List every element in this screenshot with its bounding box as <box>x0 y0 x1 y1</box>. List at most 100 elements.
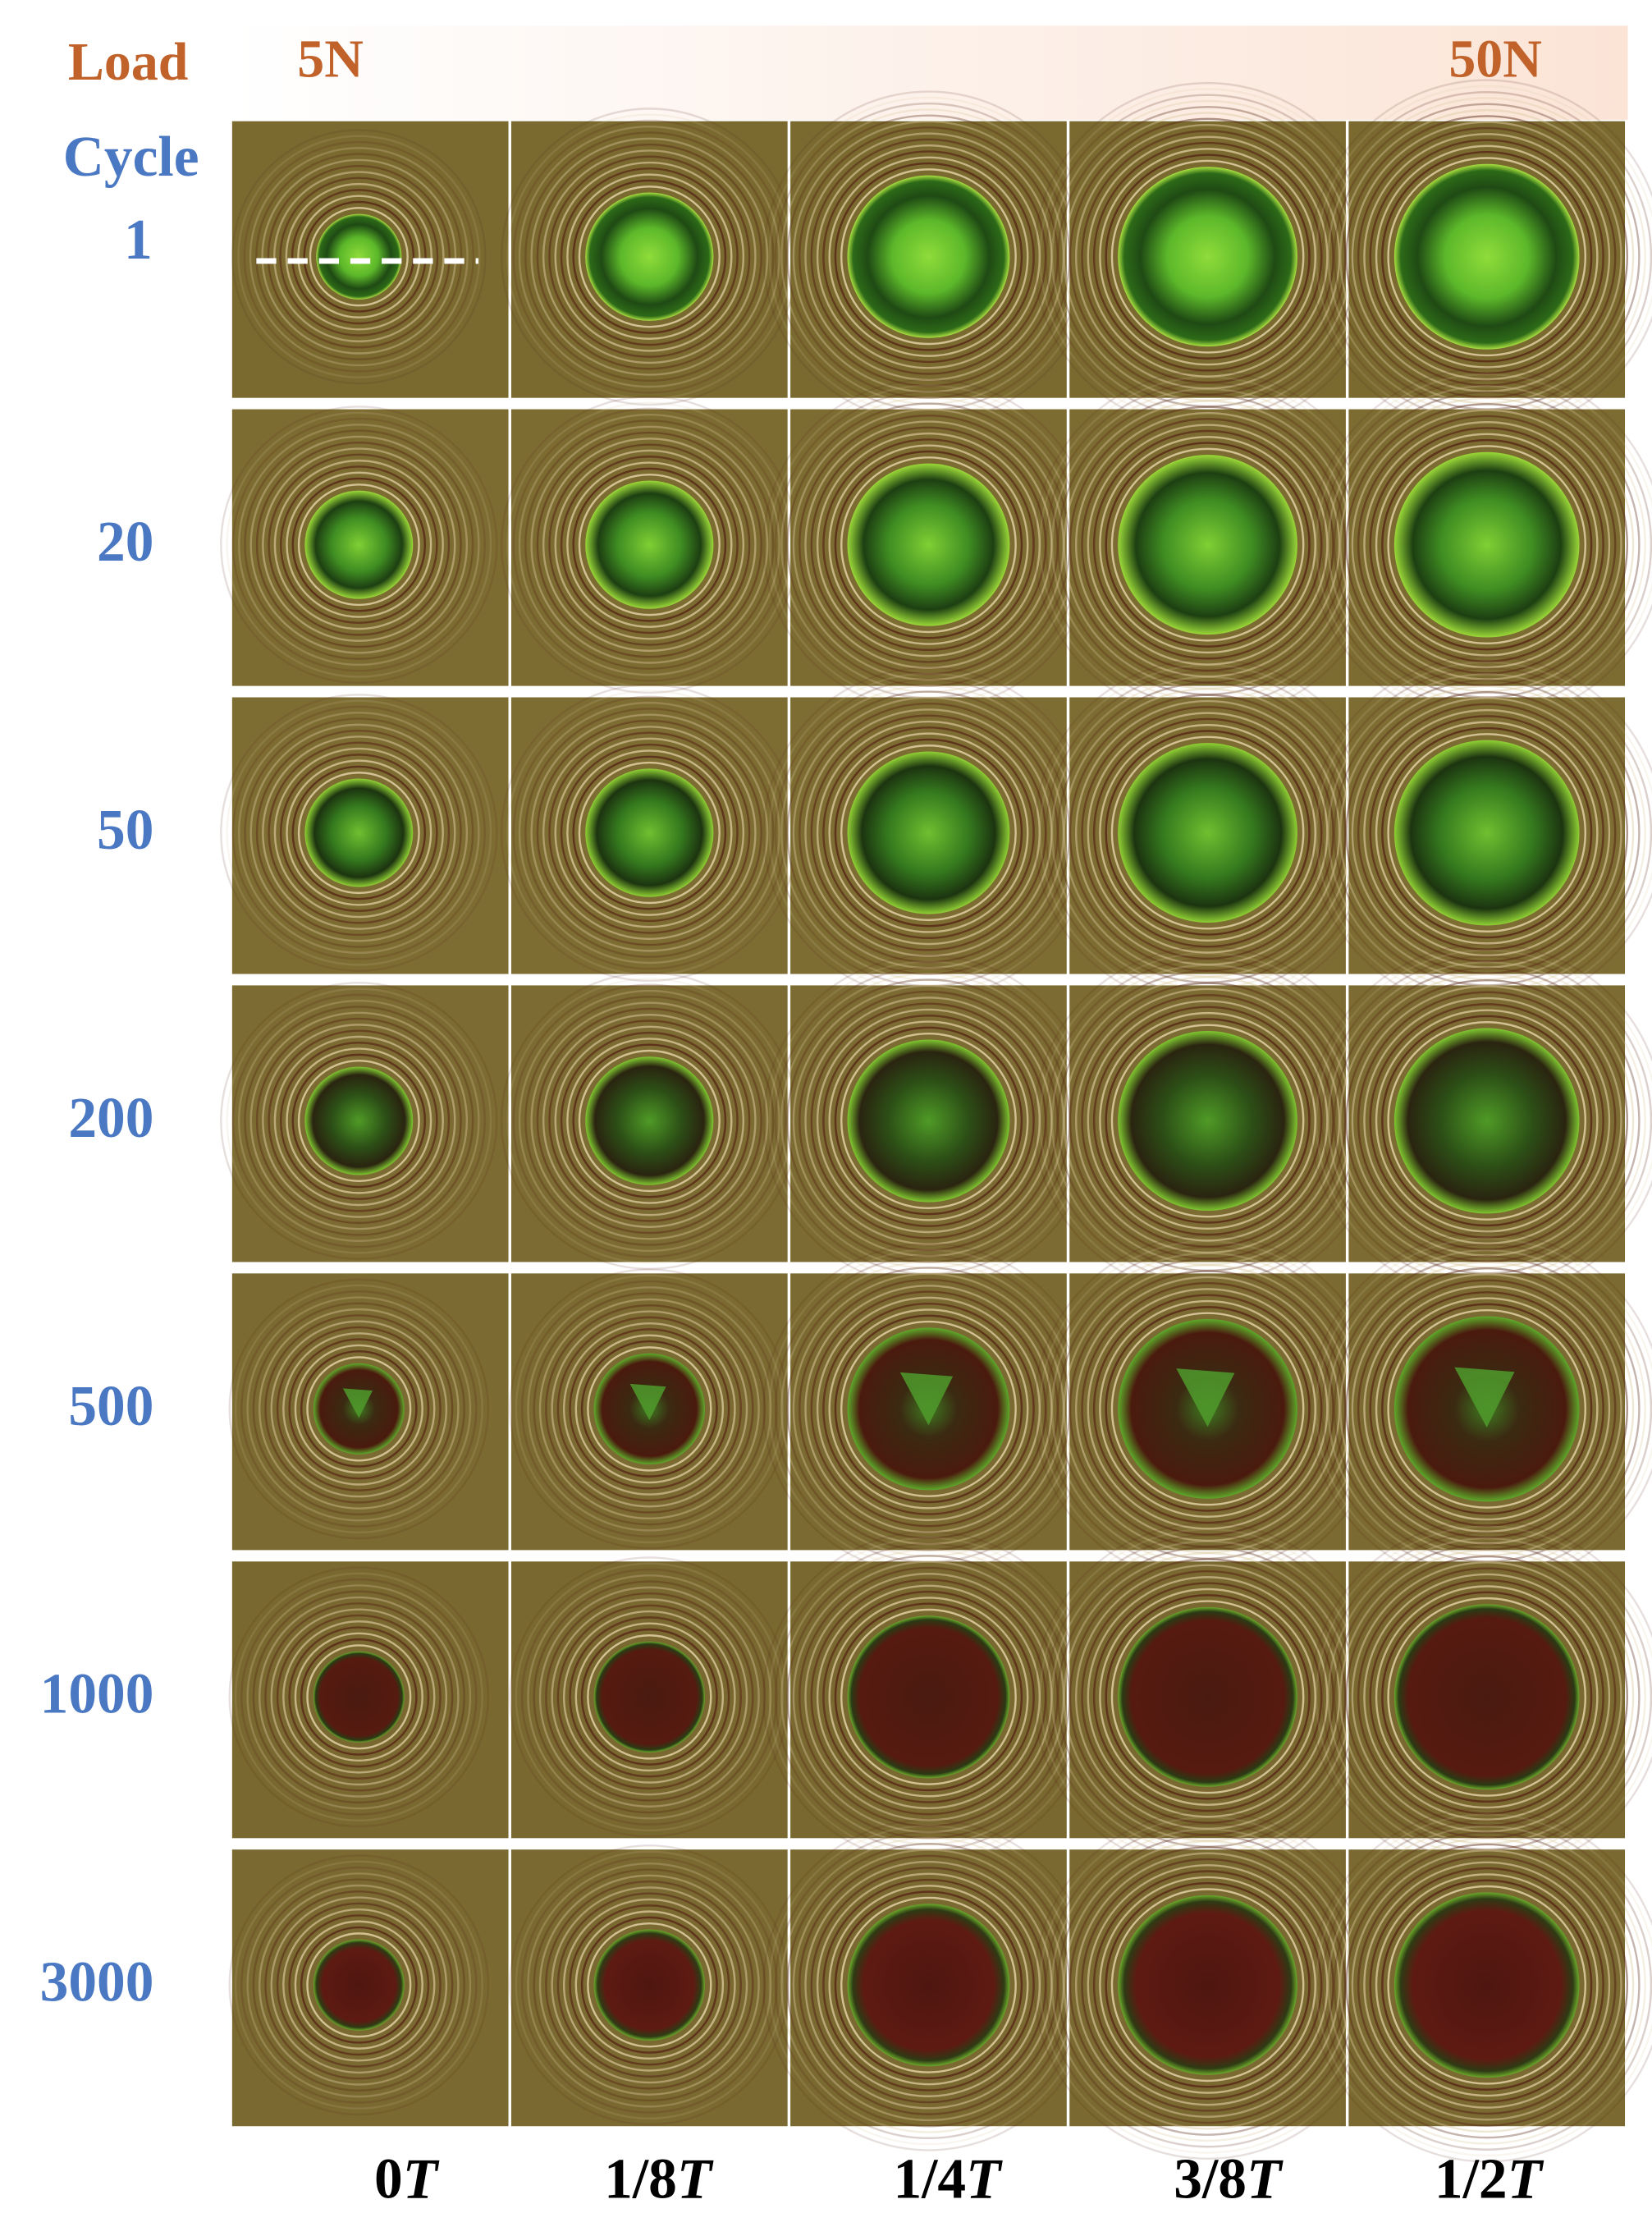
fringe-ring <box>279 465 438 625</box>
fringe-ring <box>554 737 745 928</box>
fringe-ring <box>1110 1888 1305 2083</box>
fringe-ring <box>1099 1011 1316 1230</box>
fringe-ring <box>1069 117 1347 396</box>
micrograph <box>1032 946 1383 1296</box>
fringe-ring <box>1339 1837 1635 2133</box>
fringe-ring <box>530 713 769 952</box>
load-end: 50N <box>1448 29 1542 89</box>
fringe-ring <box>1375 1297 1599 1521</box>
fringe-ring <box>822 1015 1035 1227</box>
fringe-ring <box>1369 1867 1604 2103</box>
micrograph <box>228 1273 509 1551</box>
fringe-ring <box>840 1320 1017 1497</box>
fringe-ring <box>520 1856 778 2114</box>
fringe-ring <box>515 1562 784 1832</box>
fringe-ring <box>533 1868 767 2102</box>
fringe-ring <box>1327 1825 1646 2145</box>
fringe-ring <box>226 411 492 678</box>
contact-spot <box>593 1641 705 1753</box>
fringe-ring <box>1105 1018 1311 1224</box>
fringe-ring <box>273 459 444 630</box>
fringe-ring <box>1069 982 1347 1260</box>
fringe-ring <box>822 1590 1035 1803</box>
fringe-ring <box>792 408 1065 681</box>
fringe-ring <box>1369 715 1604 951</box>
fringe-ring <box>228 1278 490 1540</box>
phase-symbol: T <box>1508 2147 1544 2211</box>
fringe-ring <box>1081 706 1334 960</box>
cycle-number: 1 <box>124 208 153 272</box>
contact-spot <box>585 768 714 897</box>
fringe-ring <box>536 719 762 946</box>
fringe-ring <box>804 997 1053 1245</box>
fringe-ring <box>1363 133 1611 381</box>
contact-spot <box>1118 1895 1297 2075</box>
fringe-ring <box>270 1608 448 1786</box>
fringe-ring <box>1092 429 1323 660</box>
fringe-ring <box>560 167 739 346</box>
fringe-ring <box>574 1334 725 1484</box>
fringe-ring <box>1357 1567 1617 1827</box>
fringe-ring <box>240 1290 478 1528</box>
fringe-ring <box>1387 733 1587 932</box>
fringe-ring <box>515 1850 784 2120</box>
fringe-ring <box>828 1597 1029 1798</box>
phase-fraction: 0 <box>374 2147 403 2211</box>
fringe-ring <box>828 156 1029 357</box>
fringe-ring <box>804 420 1053 669</box>
fringe-ring <box>560 743 739 923</box>
micrograph <box>220 694 509 974</box>
fringe-ring <box>1375 721 1599 945</box>
fringe-ring <box>1075 1564 1341 1830</box>
fringe-ring <box>1075 411 1341 678</box>
fringe-ring <box>1087 1000 1329 1242</box>
fringe-ring <box>533 1292 767 1526</box>
contact-spot <box>1118 167 1297 347</box>
fringe-ring <box>246 1584 472 1810</box>
cycle-number: 500 <box>68 1375 153 1438</box>
fringe-ring <box>294 1920 423 2050</box>
fringe-ring <box>1369 1578 1604 1815</box>
micrograph <box>1309 79 1652 434</box>
fringe-ring <box>244 429 474 660</box>
fringe-ring <box>237 712 480 955</box>
fringe-ring <box>220 694 498 972</box>
fringe-ring <box>816 432 1041 658</box>
fringe-ring <box>530 425 769 664</box>
fringe-ring <box>1081 130 1334 384</box>
fringe-ring <box>1345 978 1629 1262</box>
fringe-ring <box>578 186 721 328</box>
fringe-ring <box>527 1574 772 1820</box>
fringe-ring <box>231 993 486 1249</box>
fringe-ring <box>512 695 787 970</box>
fringe-ring <box>530 1001 769 1240</box>
fringe-ring <box>1099 1876 1316 2094</box>
fringe-ring <box>1087 135 1329 378</box>
micrograph <box>509 1556 790 1839</box>
fringe-ring <box>1351 1561 1622 1833</box>
fringe-ring <box>303 200 415 313</box>
micrograph <box>228 1849 509 2127</box>
fringe-ring <box>1069 1846 1347 2124</box>
fringe-ring <box>1357 415 1617 675</box>
fringe-ring <box>828 444 1029 645</box>
contact-spot <box>1393 163 1580 350</box>
fringe-ring <box>1099 1299 1316 1518</box>
fringe-ring <box>1110 159 1305 354</box>
fringe-ring <box>255 153 463 361</box>
phase-label: 1/2T <box>1435 2147 1544 2211</box>
micrograph <box>1032 658 1383 1008</box>
fringe-ring <box>816 144 1041 369</box>
fringe-ring <box>264 1314 454 1504</box>
fringe-ring <box>834 1026 1023 1216</box>
fringe-ring <box>288 1338 430 1480</box>
fringe-ring <box>840 1608 1017 1785</box>
fringe-ring <box>1381 1015 1593 1227</box>
phase-fraction: 1/2 <box>1435 2147 1508 2211</box>
contact-core <box>629 1383 666 1420</box>
phase-label: 0T <box>374 2147 440 2211</box>
fringe-ring <box>1363 1285 1611 1533</box>
fringe-ring <box>548 731 751 934</box>
fringe-ring <box>1363 997 1611 1245</box>
fringe-ring <box>810 1578 1047 1816</box>
